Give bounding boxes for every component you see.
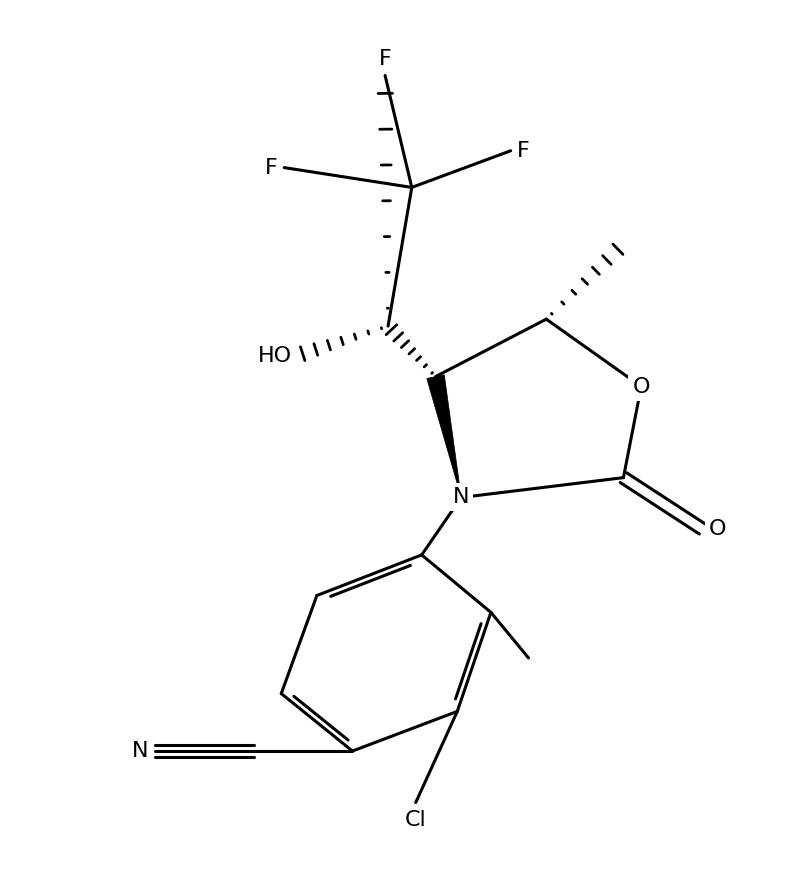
Text: F: F xyxy=(379,49,391,70)
Text: F: F xyxy=(517,141,530,161)
Text: N: N xyxy=(453,488,470,508)
Text: O: O xyxy=(633,377,650,397)
Text: N: N xyxy=(132,741,149,761)
Text: O: O xyxy=(709,519,726,539)
Text: F: F xyxy=(265,158,278,178)
Text: HO: HO xyxy=(258,346,292,366)
Polygon shape xyxy=(427,375,461,497)
Text: Cl: Cl xyxy=(405,810,427,831)
